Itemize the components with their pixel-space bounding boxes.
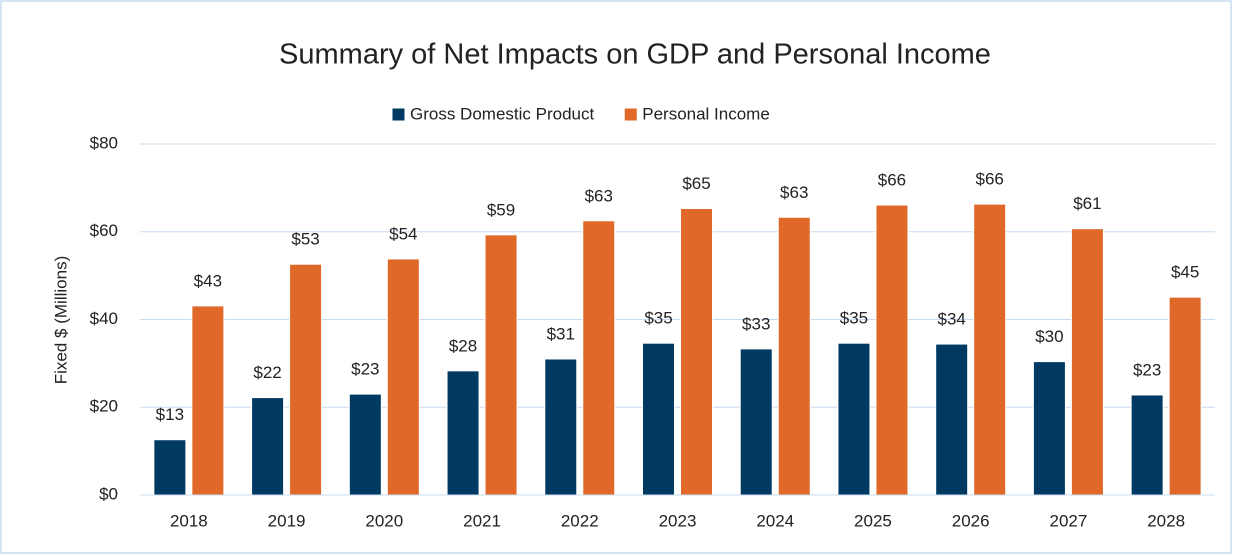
x-tick-label: 2019 bbox=[268, 511, 306, 530]
data-label: $66 bbox=[878, 170, 906, 189]
x-tick-label: 2028 bbox=[1147, 511, 1185, 530]
x-tick-label: 2022 bbox=[561, 511, 599, 530]
y-tick-label: $40 bbox=[90, 309, 118, 328]
bar bbox=[484, 234, 518, 496]
data-label: $54 bbox=[389, 224, 417, 243]
legend-swatch bbox=[623, 107, 638, 122]
bar bbox=[153, 439, 187, 496]
bar bbox=[837, 342, 871, 496]
data-label: $13 bbox=[156, 405, 184, 424]
bar bbox=[935, 343, 969, 496]
chart-title: Summary of Net Impacts on GDP and Person… bbox=[279, 39, 991, 71]
data-label: $35 bbox=[644, 309, 672, 328]
bar bbox=[582, 220, 616, 496]
x-tick-label: 2021 bbox=[463, 511, 501, 530]
data-label: $34 bbox=[937, 310, 965, 329]
y-axis-label: Fixed $ (Millions) bbox=[51, 256, 70, 384]
y-tick-label: $0 bbox=[99, 484, 118, 503]
bar bbox=[1130, 394, 1164, 496]
data-label: $43 bbox=[194, 271, 222, 290]
data-label: $61 bbox=[1073, 194, 1101, 213]
y-tick-label: $20 bbox=[90, 397, 118, 416]
bar bbox=[348, 393, 382, 496]
data-label: $33 bbox=[742, 314, 770, 333]
bar bbox=[1070, 228, 1104, 496]
x-tick-label: 2023 bbox=[659, 511, 697, 530]
legend-label: Personal Income bbox=[642, 104, 770, 123]
data-label: $30 bbox=[1035, 327, 1063, 346]
data-label: $63 bbox=[585, 186, 613, 205]
bar bbox=[289, 263, 323, 496]
x-tick-label: 2026 bbox=[952, 511, 990, 530]
bar bbox=[739, 348, 773, 496]
x-tick-label: 2025 bbox=[854, 511, 892, 530]
bar bbox=[191, 305, 225, 496]
x-tick-label: 2027 bbox=[1049, 511, 1087, 530]
data-label: $28 bbox=[449, 336, 477, 355]
data-label: $65 bbox=[682, 174, 710, 193]
bar bbox=[680, 207, 713, 496]
data-label: $66 bbox=[975, 170, 1003, 189]
bar bbox=[642, 342, 675, 496]
bar bbox=[386, 258, 420, 496]
data-label: $23 bbox=[1133, 360, 1161, 379]
bar bbox=[1032, 361, 1066, 496]
legend-label: Gross Domestic Product bbox=[410, 104, 594, 123]
bar bbox=[973, 203, 1007, 496]
data-label: $59 bbox=[487, 200, 515, 219]
bar bbox=[251, 397, 285, 496]
data-label: $53 bbox=[291, 230, 319, 249]
x-tick-label: 2024 bbox=[756, 511, 794, 530]
legend-swatch bbox=[391, 107, 406, 122]
data-label: $23 bbox=[351, 360, 379, 379]
x-tick-label: 2018 bbox=[170, 511, 208, 530]
bar bbox=[446, 370, 480, 496]
bar bbox=[875, 204, 909, 496]
data-label: $22 bbox=[253, 363, 281, 382]
data-label: $31 bbox=[547, 324, 575, 343]
data-label: $45 bbox=[1171, 263, 1199, 282]
x-tick-label: 2020 bbox=[365, 511, 403, 530]
bar bbox=[1168, 296, 1202, 496]
data-label: $63 bbox=[780, 183, 808, 202]
bar bbox=[777, 216, 811, 496]
y-tick-label: $60 bbox=[90, 221, 118, 240]
y-tick-label: $80 bbox=[90, 133, 118, 152]
data-label: $35 bbox=[840, 309, 868, 328]
bar bbox=[544, 358, 578, 496]
